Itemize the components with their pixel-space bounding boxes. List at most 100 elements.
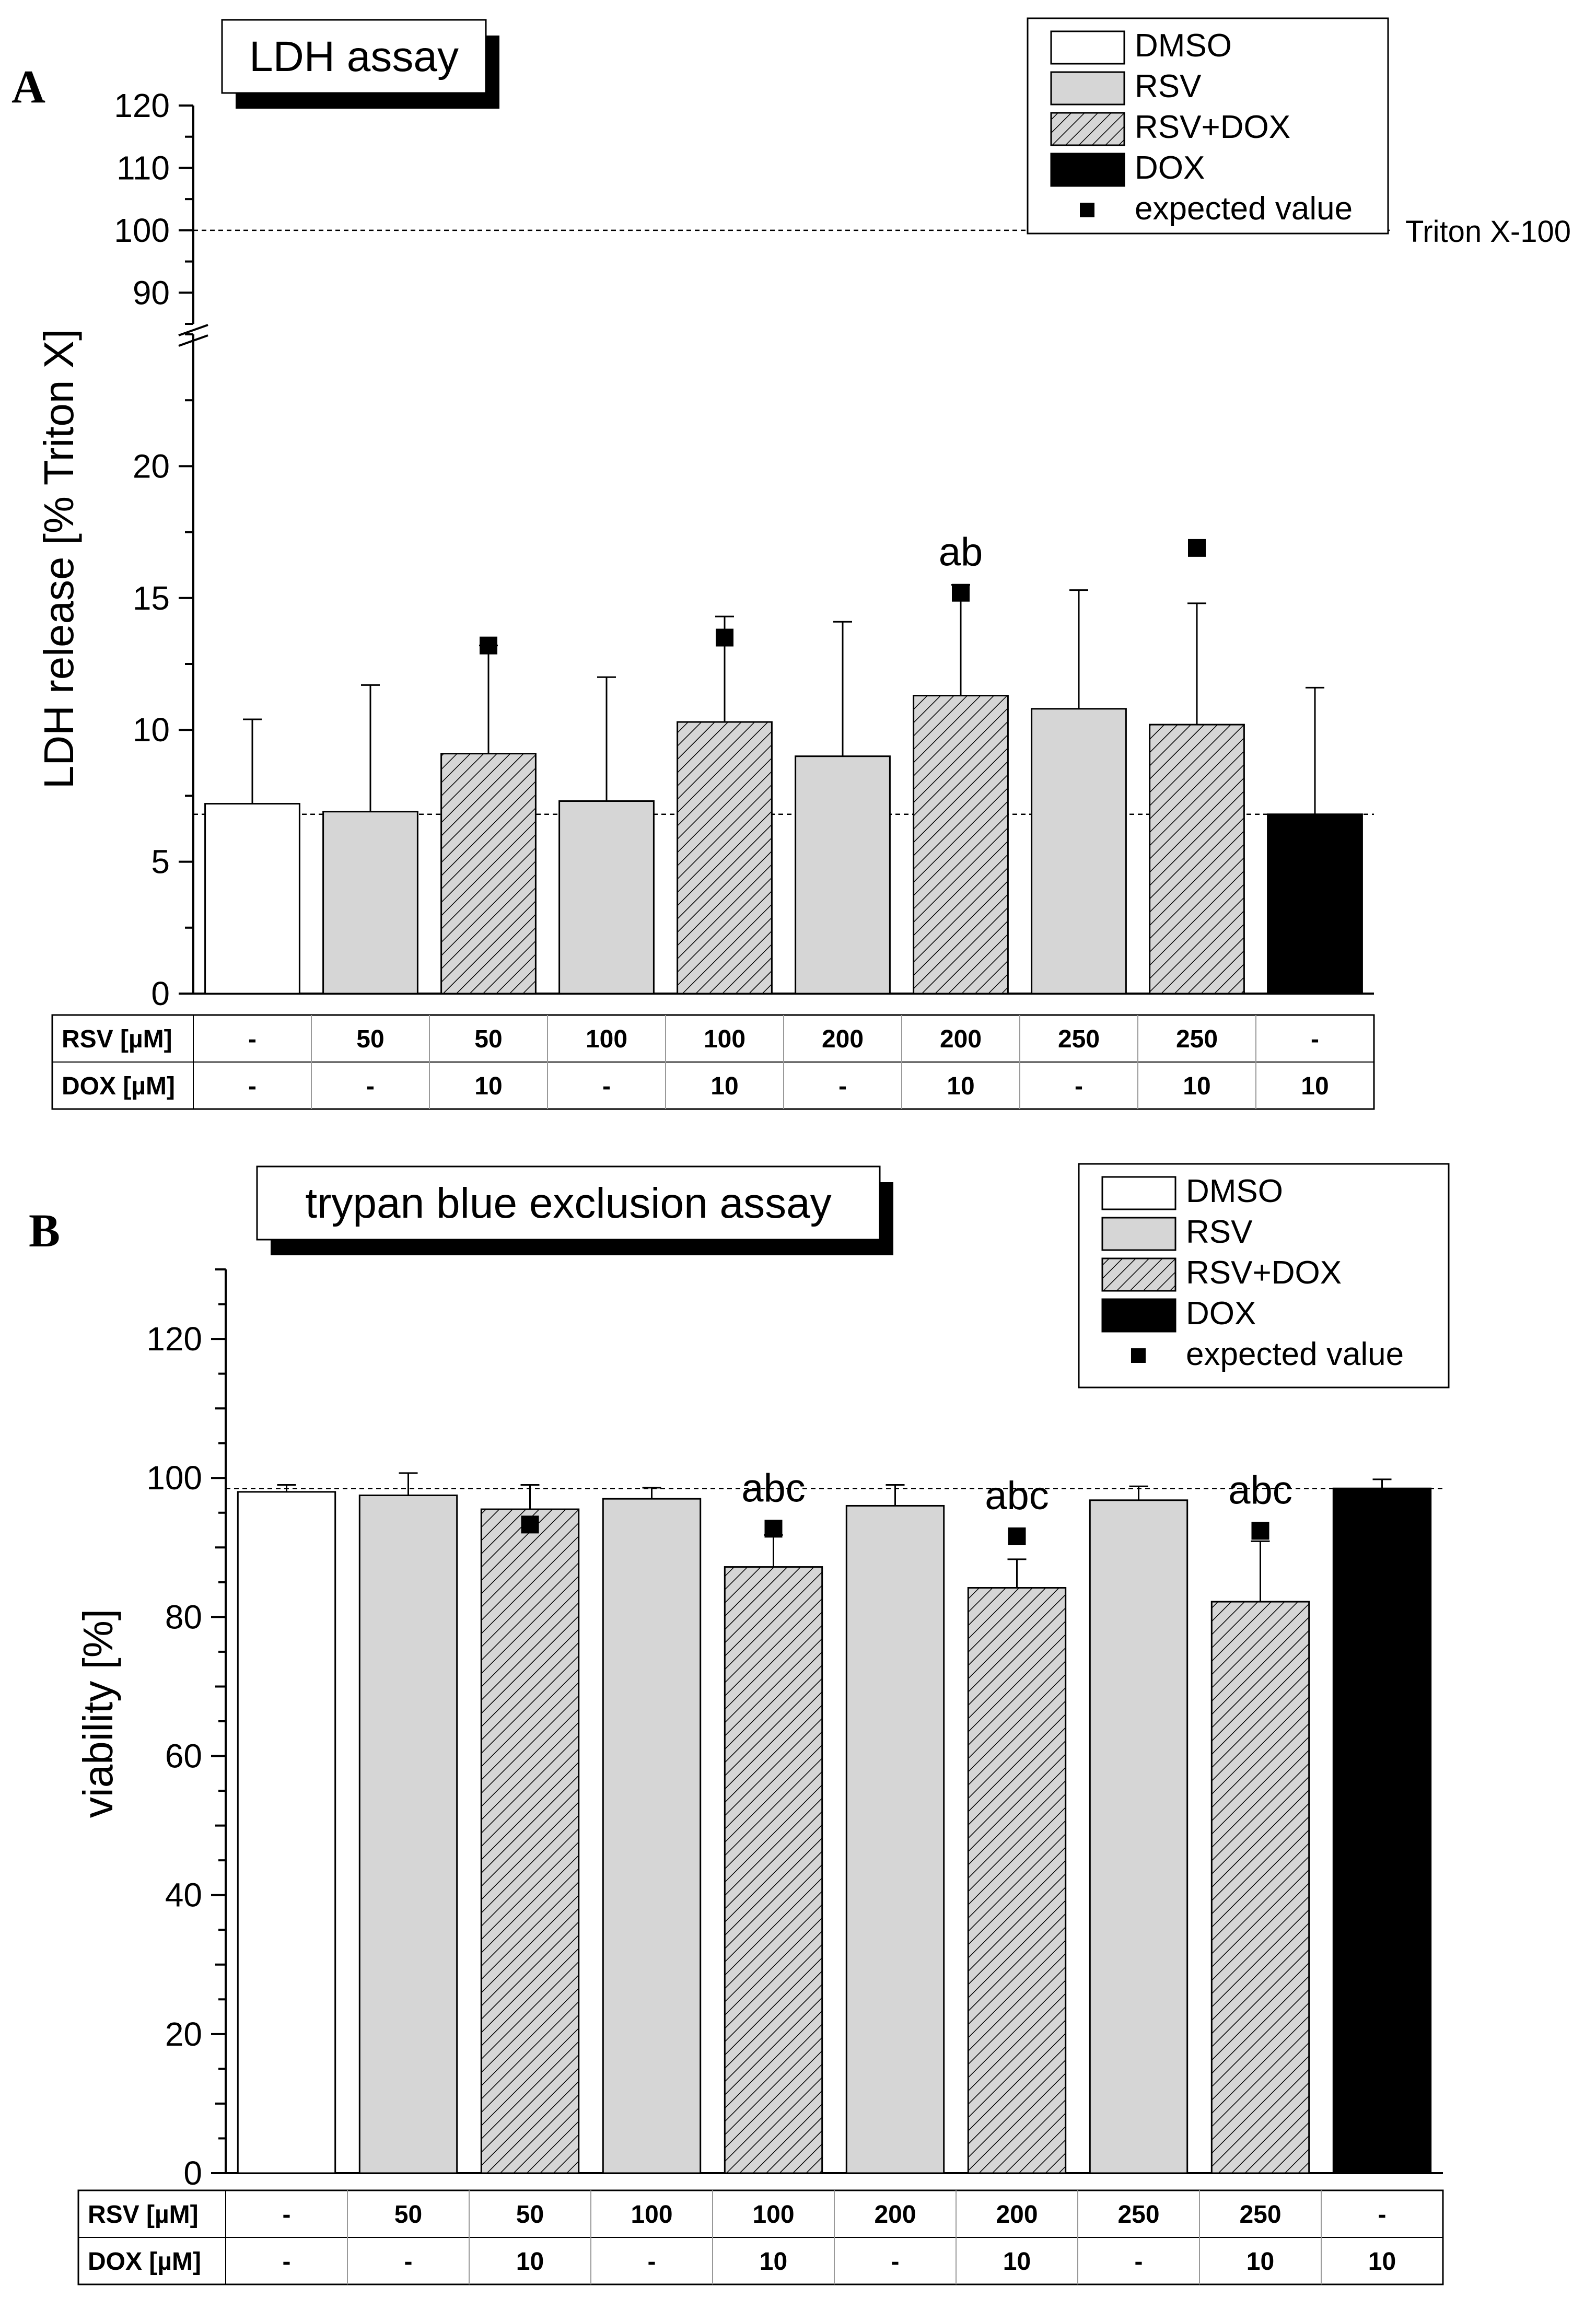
a-table-cell: 100 [586, 1025, 627, 1053]
b-expected-marker [521, 1515, 539, 1534]
b-table-cell: - [891, 2248, 900, 2276]
a-legend-swatch-white [1050, 30, 1125, 65]
b-y-tick-label: 80 [165, 1598, 202, 1636]
a-legend-label: DMSO [1135, 28, 1232, 64]
b-table-cell: - [404, 2248, 413, 2276]
b-table-cell: - [1135, 2248, 1143, 2276]
a-table-cell: 10 [1183, 1072, 1210, 1100]
b-table-cell: - [283, 2248, 291, 2276]
b-legend-label: RSV+DOX [1186, 1255, 1342, 1291]
b-bar-hatched [967, 1586, 1067, 2174]
b-legend-swatch-black [1101, 1298, 1176, 1333]
a-title: LDH assay [249, 33, 459, 80]
a-table-cell: 10 [947, 1072, 974, 1100]
a-expected-marker [1188, 539, 1206, 557]
panel-a-ldh-chart: A 0 5 10 15 20 90 100 110 120 LDH release [% Trito… [11, 17, 1571, 1110]
a-expected-marker [716, 628, 733, 647]
b-y-tick-label: 0 [183, 2154, 202, 2192]
a-bar-gray [558, 800, 655, 995]
a-legend-swatch-hatched [1050, 112, 1125, 146]
a-y-tick-label: 10 [133, 711, 170, 749]
a-table-row-label: RSV [µM] [62, 1025, 172, 1053]
b-expected-marker [764, 1520, 783, 1538]
a-legend-marker [1080, 203, 1094, 217]
a-y-tick-label: 110 [117, 149, 170, 186]
b-bar-hatched [1210, 1601, 1310, 2174]
a-table-cell: 10 [710, 1072, 738, 1100]
a-y-tick-label: 100 [114, 212, 170, 249]
b-bar-gray [1089, 1499, 1189, 2174]
b-legend-label: DMSO [1186, 1173, 1283, 1209]
b-y-tick-label: 60 [165, 1737, 202, 1775]
b-legend-swatch-hatched [1101, 1257, 1176, 1292]
b-significance-label: abc [1228, 1468, 1292, 1512]
a-bar-gray [795, 755, 891, 995]
a-table-cell: - [1075, 1072, 1083, 1100]
b-legend-label: RSV [1186, 1214, 1253, 1250]
a-expected-marker [952, 584, 970, 602]
b-bar-white [237, 1491, 336, 2174]
b-y-axis-label: viability [%] [75, 1609, 121, 1818]
b-table-cell: 250 [1239, 2201, 1281, 2229]
a-legend-label: RSV [1135, 68, 1202, 104]
a-table-cell: 200 [940, 1025, 982, 1053]
a-table-cell: 100 [704, 1025, 745, 1053]
b-significance-label: abc [741, 1466, 806, 1510]
b-legend-swatch-gray [1101, 1217, 1176, 1251]
b-y-tick-label: 20 [165, 2015, 202, 2053]
b-table-cell: 200 [996, 2201, 1038, 2229]
panel-b-trypan-chart: B 0 20 40 60 80 100 120 viability [%] abc abc abc tr… [29, 1163, 1450, 2285]
a-table-cell: 250 [1176, 1025, 1218, 1053]
b-legend-label: expected value [1186, 1336, 1404, 1372]
a-bar-white [204, 803, 300, 995]
b-table-cell: 50 [516, 2201, 544, 2229]
b-expected-marker [1251, 1522, 1269, 1540]
b-table-cell: 200 [874, 2201, 916, 2229]
a-axis-break-mark [178, 334, 208, 347]
b-bar-black [1332, 1487, 1432, 2174]
a-table-cell: - [602, 1072, 611, 1100]
a-legend-swatch-black [1050, 153, 1125, 187]
b-table-cell: 250 [1117, 2201, 1159, 2229]
a-legend-swatch-gray [1050, 71, 1125, 106]
a-y-axis-label: LDH release [% Triton X] [36, 329, 82, 789]
a-significance-label: ab [939, 530, 983, 575]
a-axis-break-mark [178, 324, 208, 336]
b-bar-gray [602, 1498, 702, 2174]
b-table-row-label: DOX [µM] [88, 2248, 201, 2276]
b-legend-label: DOX [1186, 1296, 1256, 1332]
a-title-box [221, 19, 487, 94]
a-reference-line-label: Triton X-100 [1405, 215, 1571, 249]
a-table-cell: - [248, 1072, 257, 1100]
b-expected-marker [1008, 1527, 1026, 1546]
a-y-tick-label: 0 [151, 975, 170, 1012]
a-table-cell: 50 [356, 1025, 384, 1053]
b-title-box [256, 1165, 881, 1241]
a-table-cell: 10 [474, 1072, 502, 1100]
a-legend-label: expected value [1135, 191, 1353, 227]
a-y-tick-label: 20 [133, 447, 170, 485]
a-bar-hatched [677, 721, 773, 995]
b-table-cell: 100 [631, 2201, 672, 2229]
b-bar-gray [845, 1504, 945, 2174]
panel-b-letter: B [29, 1205, 60, 1257]
a-y-tick-label: 5 [151, 843, 170, 881]
b-table-cell: - [283, 2201, 291, 2229]
a-table-cell: 50 [474, 1025, 502, 1053]
a-bar-gray [1031, 708, 1127, 995]
a-y-tick-label: 90 [133, 274, 170, 311]
b-y-tick-label: 100 [146, 1459, 202, 1497]
a-table-cell: - [838, 1072, 847, 1100]
b-bar-gray [358, 1495, 458, 2174]
b-table-cell: - [648, 2248, 656, 2276]
a-bar-hatched [440, 753, 537, 995]
b-bar-hatched [724, 1566, 823, 2174]
a-table-cell: - [1311, 1025, 1319, 1053]
b-significance-label: abc [985, 1474, 1049, 1518]
b-table-cell: 10 [1368, 2248, 1396, 2276]
b-title: trypan blue exclusion assay [305, 1180, 831, 1227]
a-table-cell: - [248, 1025, 257, 1053]
a-bar-gray [322, 811, 418, 995]
a-legend-label: DOX [1135, 150, 1205, 186]
